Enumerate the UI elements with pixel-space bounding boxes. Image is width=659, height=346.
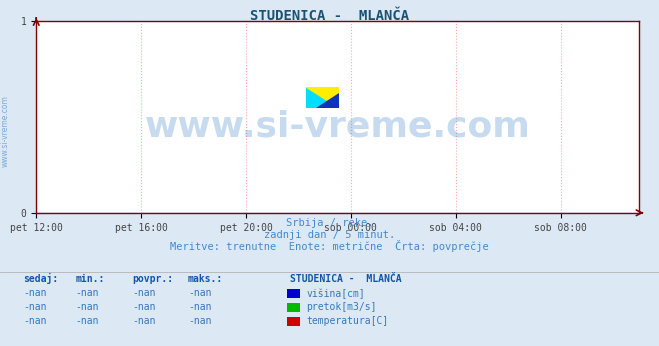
Text: -nan: -nan [76,316,100,326]
Text: -nan: -nan [132,289,156,298]
Polygon shape [316,93,339,108]
Text: povpr.:: povpr.: [132,274,173,283]
Text: pretok[m3/s]: pretok[m3/s] [306,302,377,312]
Text: min.:: min.: [76,274,105,283]
Polygon shape [306,87,339,108]
Text: višina[cm]: višina[cm] [306,288,365,299]
Text: -nan: -nan [188,316,212,326]
Text: sedaj:: sedaj: [23,273,58,284]
Text: -nan: -nan [188,289,212,298]
Text: zadnji dan / 5 minut.: zadnji dan / 5 minut. [264,230,395,239]
Text: Meritve: trenutne  Enote: metrične  Črta: povprečje: Meritve: trenutne Enote: metrične Črta: … [170,240,489,252]
Text: STUDENICA -  MLANČA: STUDENICA - MLANČA [290,274,401,283]
Text: -nan: -nan [132,302,156,312]
Text: www.si-vreme.com: www.si-vreme.com [145,109,530,143]
Text: www.si-vreme.com: www.si-vreme.com [1,95,10,167]
Text: -nan: -nan [23,302,47,312]
Text: -nan: -nan [188,302,212,312]
Text: -nan: -nan [76,289,100,298]
Text: temperatura[C]: temperatura[C] [306,316,389,326]
Text: -nan: -nan [23,289,47,298]
Polygon shape [306,87,339,108]
Text: -nan: -nan [132,316,156,326]
Text: Srbija / reke.: Srbija / reke. [286,218,373,228]
Text: -nan: -nan [23,316,47,326]
Text: -nan: -nan [76,302,100,312]
Text: maks.:: maks.: [188,274,223,283]
Text: STUDENICA -  MLANČA: STUDENICA - MLANČA [250,9,409,22]
